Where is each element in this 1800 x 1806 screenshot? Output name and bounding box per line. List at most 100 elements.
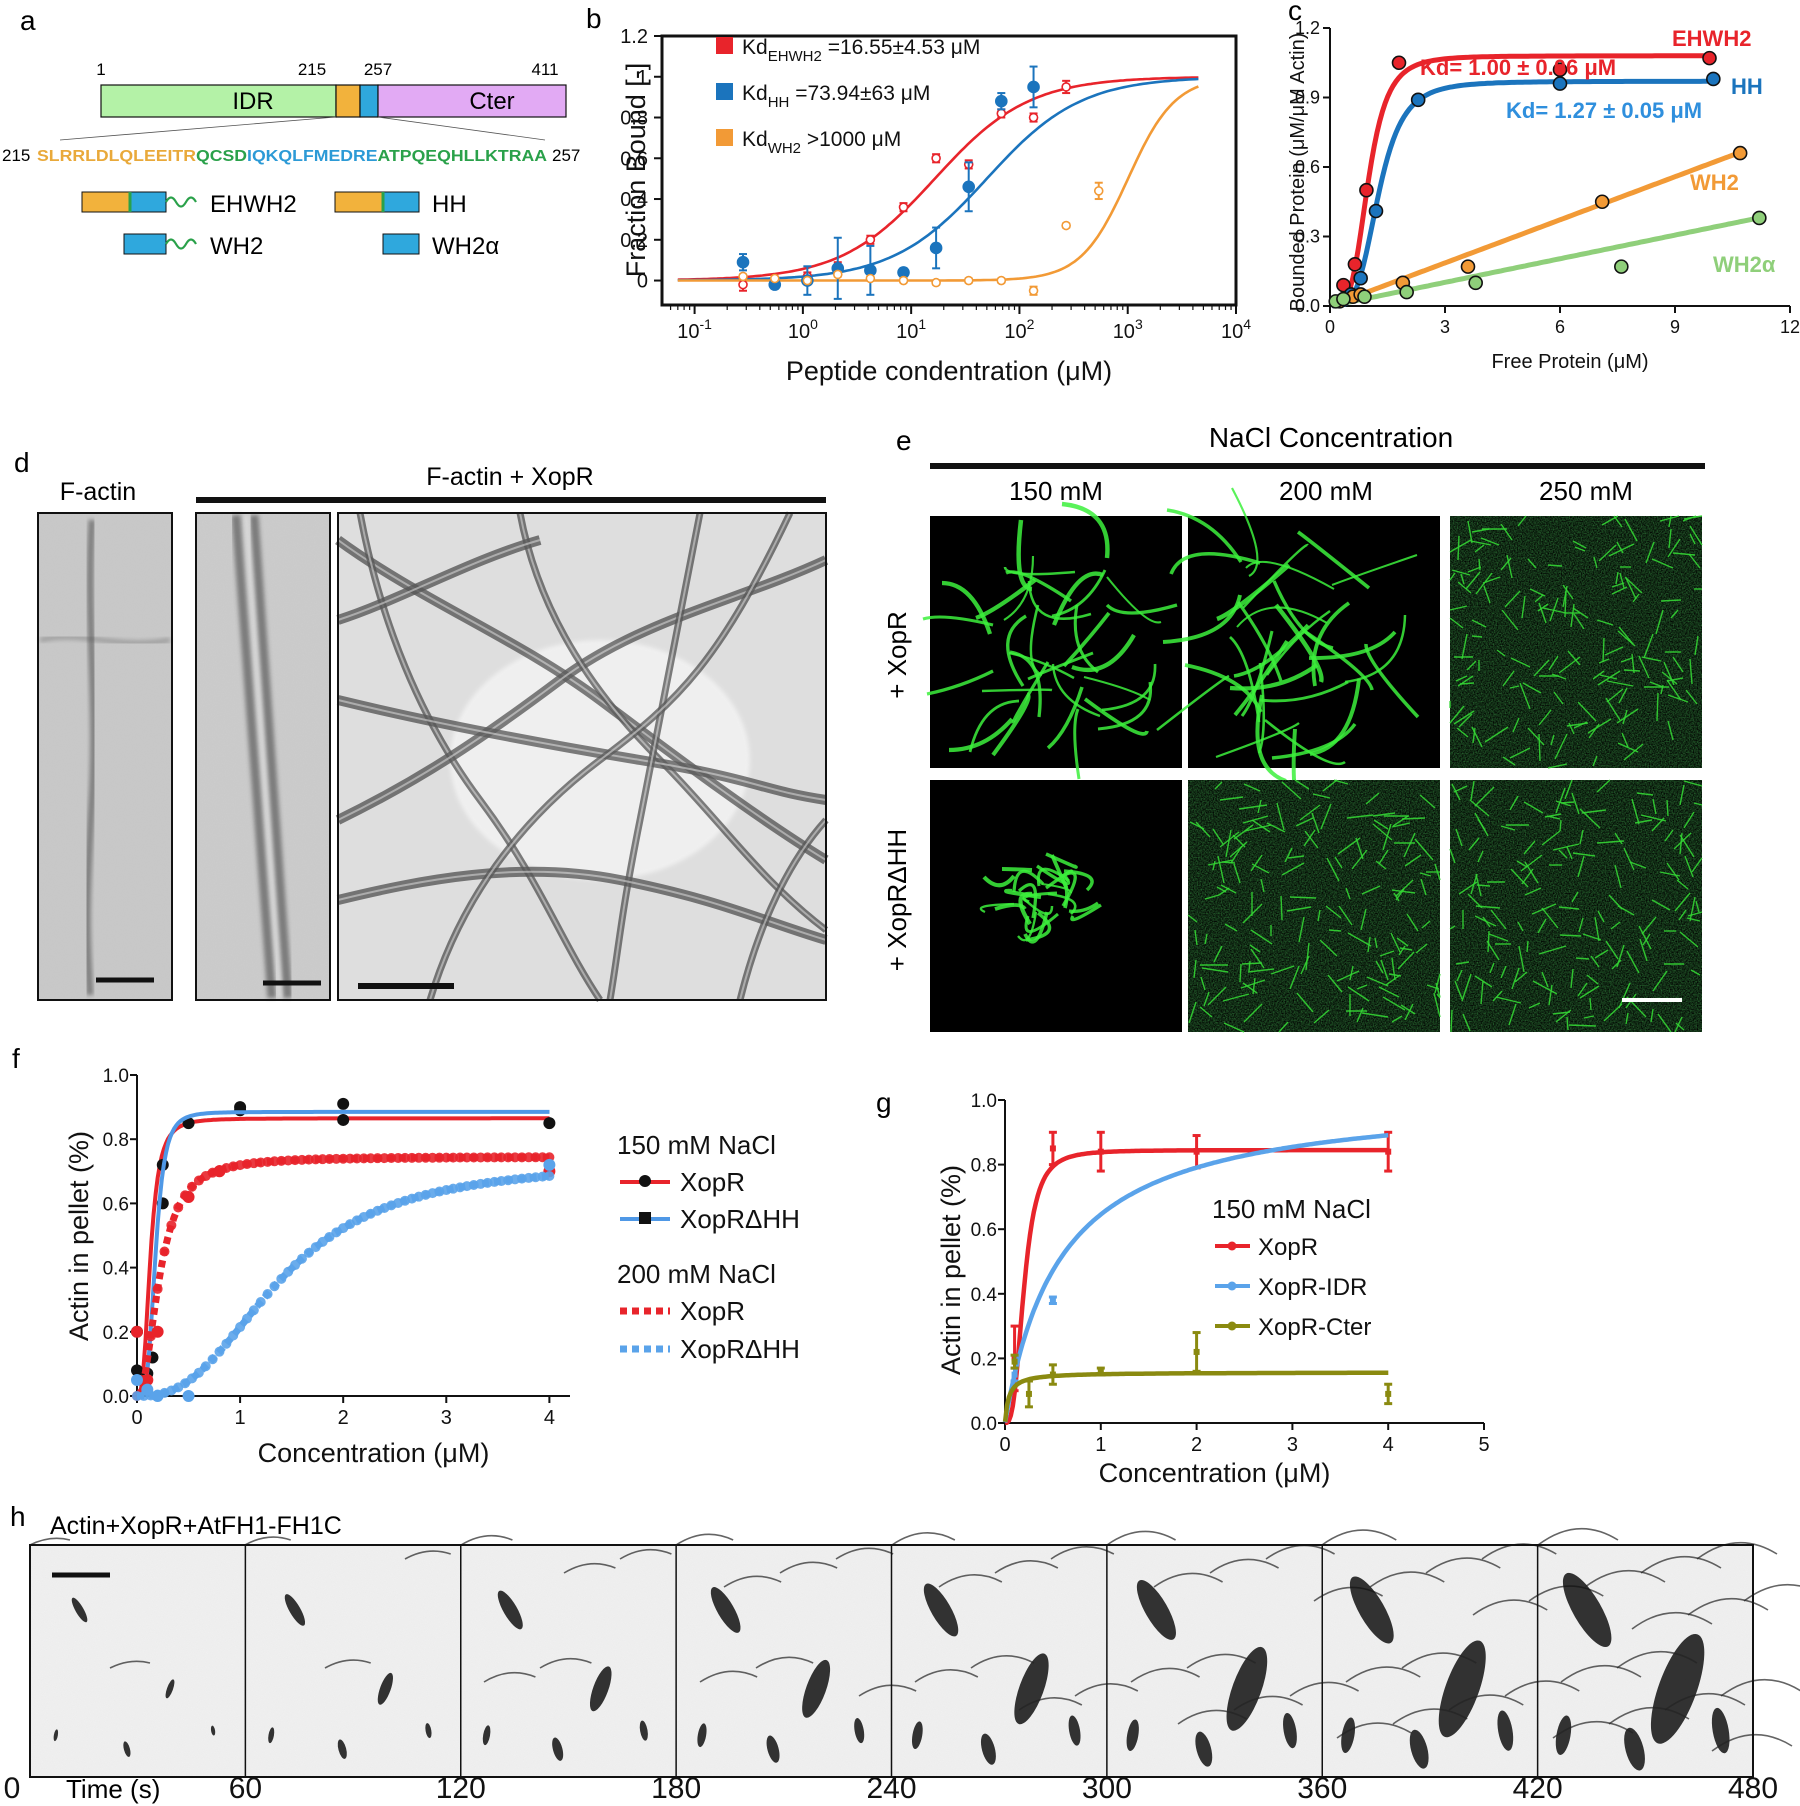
h-filament (858, 1684, 917, 1697)
e-actin-bundle (1245, 560, 1335, 590)
e-short-filament (1399, 947, 1413, 951)
g-legend-label-1: XopR-IDR (1258, 1274, 1367, 1301)
e-short-filament (1243, 1003, 1263, 1023)
e-short-filament (1691, 857, 1703, 873)
e-short-filament (1573, 721, 1588, 729)
e-actin-bundle (1344, 614, 1407, 684)
e-short-filament (1509, 747, 1531, 759)
e-short-filament (1338, 905, 1353, 926)
h-time-300: 300 (1082, 1772, 1132, 1805)
e-short-filament (1242, 982, 1258, 994)
h-strip-border (29, 1544, 1754, 1778)
e-short-filament (1406, 913, 1419, 932)
c-xtick-label: 0 (1325, 317, 1335, 337)
panel-label-g: g (876, 1087, 892, 1118)
e-short-filament (1651, 899, 1671, 911)
e-actin-bundle (1051, 569, 1107, 618)
f-data-point (400, 1152, 411, 1163)
e-short-filament (1544, 813, 1562, 818)
c-point-WH2 (1460, 259, 1476, 274)
b-point-EHWH2 (738, 279, 748, 290)
f-legend-label-3: XopRΔHH (680, 1334, 800, 1364)
e-short-filament (1472, 727, 1476, 744)
e-short-filament (1458, 713, 1473, 728)
e-short-filament (1455, 961, 1470, 965)
e-short-filament (1605, 697, 1621, 721)
f-data-point (475, 1152, 486, 1163)
g-ylabel: Actin in pellet (%) (936, 1165, 966, 1375)
e-short-filament (1328, 929, 1342, 932)
panel-f-pelleting-chart: 0.0 0.2 0.4 0.6 0.8 1.0 0 1 2 3 4 Concentration (μM… (64, 1066, 800, 1468)
e-short-filament (1391, 1015, 1403, 1023)
e-short-filament (1597, 910, 1605, 923)
e-short-filament (1360, 908, 1367, 931)
g-legend-label-2: XopR-Cter (1258, 1314, 1371, 1341)
h-filament (563, 1562, 616, 1574)
e-short-filament (1404, 1003, 1414, 1021)
e-short-filament (1224, 923, 1238, 932)
e-short-filament (1200, 976, 1206, 991)
e-short-filament (1562, 585, 1568, 608)
f-data-point (131, 1373, 143, 1386)
h-time-0: 0 (4, 1772, 21, 1805)
e-short-filament (1366, 976, 1389, 987)
c-xtick-label: 9 (1670, 317, 1680, 337)
f-data-point (131, 1325, 143, 1338)
e-tile-r0-c0 (922, 501, 1182, 780)
e-short-filament (1523, 840, 1536, 855)
f-data-point (303, 1247, 314, 1258)
e-short-filament (1552, 843, 1580, 851)
e-short-filament (1623, 743, 1644, 761)
e-short-filament (1674, 1016, 1683, 1033)
h-time-120: 120 (436, 1772, 486, 1805)
e-short-filament (1611, 582, 1625, 588)
e-col-250: 250 mM (1539, 476, 1633, 506)
e-short-filament (1541, 907, 1559, 929)
e-short-filament (1492, 990, 1503, 1002)
h-filament (1153, 1572, 1223, 1588)
g-fit-curve-XopR-Cter (1002, 1370, 1389, 1423)
e-short-filament (1449, 605, 1468, 611)
e-actin-bundle (1331, 554, 1418, 586)
e-short-filament (1527, 727, 1545, 746)
e-short-filament (1379, 950, 1395, 957)
e-short-filament (1656, 692, 1659, 722)
c-series-label-WH2α: WH2α (1713, 252, 1776, 277)
e-short-filament (1374, 937, 1378, 949)
residue-215: 215 (298, 60, 326, 79)
construct-hh: HH (334, 191, 467, 218)
d-group-label: F-actin + XopR (426, 463, 593, 491)
e-short-filament (1317, 909, 1321, 922)
e-short-filament (1610, 921, 1621, 930)
g-point-XopR (1097, 1148, 1104, 1155)
g-point-XopR (1385, 1148, 1392, 1155)
b-legend-swatch (716, 83, 733, 100)
e-short-filament (1548, 984, 1553, 1006)
b-xtick-label: 101 (896, 316, 926, 343)
c-annotation-kd1: Kd= 1.00 ± 0.06 μM (1420, 55, 1616, 80)
f-xlabel: Concentration (μM) (258, 1438, 490, 1468)
seq-start: 215 (2, 146, 30, 165)
h-time-label: Time (s) (66, 1774, 160, 1804)
e-short-filament (1624, 518, 1638, 542)
f-data-point (290, 1260, 301, 1271)
c-point-WH2α (1752, 210, 1767, 226)
f-data-point (406, 1152, 417, 1163)
e-actin-bundle (1303, 629, 1374, 691)
g-legend-title: 150 mM NaCl (1212, 1194, 1371, 1224)
h-actin-bundle (1349, 1576, 1394, 1644)
e-short-filament (1415, 943, 1428, 954)
f-data-point (186, 1373, 197, 1384)
e-short-filament (1203, 991, 1210, 1007)
b-ytick-label: 1.2 (620, 26, 648, 48)
b-point-WH2 (1093, 186, 1104, 196)
b-fit-curve-EHWH2 (677, 76, 1199, 281)
h-actin-bundle (923, 1583, 959, 1637)
e-short-filament (1666, 677, 1684, 682)
e-short-filament (1645, 541, 1655, 564)
b-legend-label: KdHH =73.94±63 μM (742, 82, 930, 111)
e-tile-r0-c2 (1449, 515, 1703, 769)
b-ytick-label: 0.6 (620, 148, 648, 170)
e-short-filament (1398, 945, 1406, 956)
h-filament (1018, 1697, 1083, 1711)
